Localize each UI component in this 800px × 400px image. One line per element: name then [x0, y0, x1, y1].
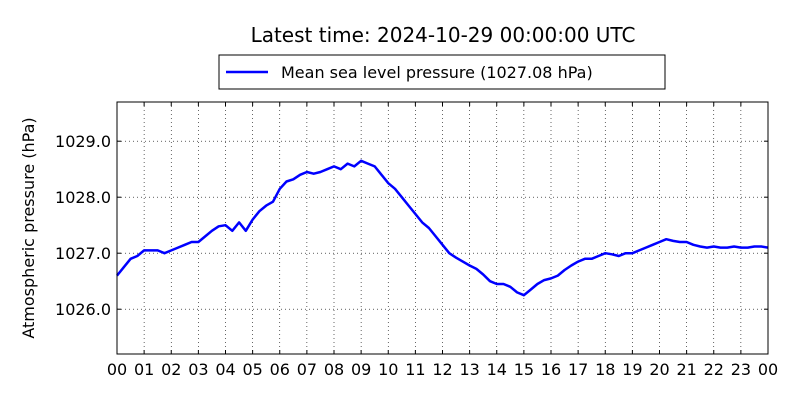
chart-title: Latest time: 2024-10-29 00:00:00 UTC — [251, 23, 636, 47]
x-tick-label: 11 — [405, 360, 425, 379]
x-tick-label: 16 — [541, 360, 561, 379]
x-tick-label: 14 — [487, 360, 507, 379]
x-tick-label: 05 — [242, 360, 262, 379]
legend-box — [218, 54, 666, 90]
series-line — [116, 159, 769, 297]
x-tick-label: 06 — [270, 360, 290, 379]
x-tick-label: 22 — [704, 360, 724, 379]
x-tick-label: 04 — [215, 360, 235, 379]
x-tick-label: 23 — [731, 360, 751, 379]
tick-labels: 00 01 02 03 04 05 06 07 08 09 10 11 12 13 14 15 16 17 18 19… — [55, 132, 778, 379]
x-tick-label: 03 — [188, 360, 208, 379]
x-tick-label: 10 — [378, 360, 398, 379]
x-tick-label: 18 — [595, 360, 615, 379]
y-tick-label: 1029.0 — [55, 132, 111, 151]
ticks — [116, 102, 769, 354]
x-tick-label: 02 — [161, 360, 181, 379]
x-tick-label: 07 — [297, 360, 317, 379]
x-tick-label: 15 — [514, 360, 534, 379]
y-tick-label: 1026.0 — [55, 300, 111, 319]
legend-label: Mean sea level pressure (1027.08 hPa) — [281, 63, 593, 82]
y-tick-label: 1028.0 — [55, 188, 111, 207]
x-tick-label: 21 — [676, 360, 696, 379]
x-tick-label: 13 — [459, 360, 479, 379]
x-tick-label: 01 — [134, 360, 154, 379]
legend: Mean sea level pressure (1027.08 hPa) — [218, 54, 666, 90]
x-tick-label: 00 — [107, 360, 127, 379]
x-tick-label: 17 — [568, 360, 588, 379]
series-layer — [116, 159, 769, 297]
x-tick-label: 19 — [622, 360, 642, 379]
x-tick-label: 08 — [324, 360, 344, 379]
grid — [117, 102, 768, 354]
x-tick-label: 20 — [649, 360, 669, 379]
y-axis-label: Atmospheric pressure (hPa) — [19, 117, 38, 338]
y-tick-label: 1027.0 — [55, 244, 111, 263]
x-tick-label: 12 — [432, 360, 452, 379]
x-tick-label: 00 — [758, 360, 778, 379]
x-tick-label: 09 — [351, 360, 371, 379]
